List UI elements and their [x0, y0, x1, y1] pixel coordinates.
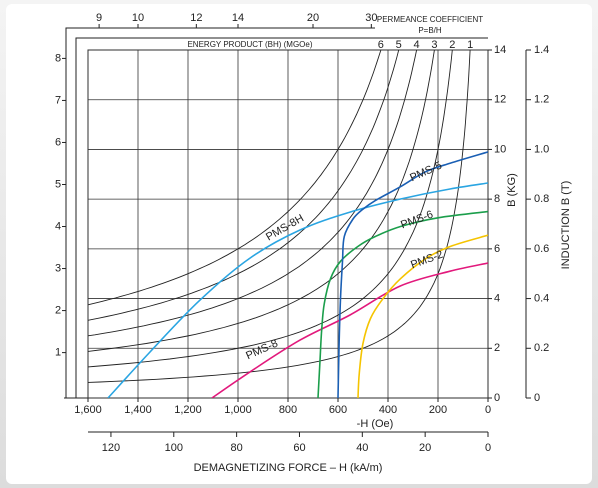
permeance-frame [65, 27, 375, 398]
y-tick-label: 2 [494, 342, 500, 354]
y2-axis-title: INDUCTION B (T) [560, 181, 572, 270]
y-tick-label: 4 [494, 292, 500, 304]
x-tick-label: 400 [379, 404, 397, 416]
x2-tick-label: 120 [102, 442, 120, 454]
y2-tick-label: 1.0 [534, 143, 549, 155]
series-line [107, 182, 488, 398]
left-tick-label: 2 [55, 304, 61, 316]
energy-product-label: 1 [467, 39, 473, 51]
x2-tick-label: 80 [231, 442, 243, 454]
left-tick-label: 8 [55, 52, 61, 64]
y-tick-label: 0 [494, 392, 500, 404]
permeance-label: 20 [307, 12, 319, 24]
y-tick-label: 12 [494, 94, 506, 106]
x2-tick-label: 60 [293, 442, 305, 454]
left-tick-label: 1 [55, 347, 61, 359]
energy-frame [75, 37, 488, 398]
left-tick-label: 6 [55, 136, 61, 148]
x-tick-label: 1,400 [124, 404, 152, 416]
energy-product-curve [88, 50, 435, 352]
energy-product-label: 3 [431, 39, 437, 51]
permeance-label: 12 [190, 12, 202, 24]
permeance-label: 10 [132, 12, 144, 24]
permeance-label: 14 [232, 12, 244, 24]
y-tick-label: 6 [494, 243, 500, 255]
permeance-label: 30 [365, 12, 377, 24]
left-tick-label: 7 [55, 94, 61, 106]
energy-product-curve [88, 50, 400, 321]
plot-area [88, 50, 488, 398]
y2-tick-label: 0.6 [534, 243, 549, 255]
x2-tick-label: 40 [356, 442, 368, 454]
energy-product-curve [88, 50, 382, 306]
permeance-title: PERMEANCE COEFFICIENT [377, 15, 483, 24]
x-tick-label: 800 [279, 404, 297, 416]
energy-product-label: 6 [378, 39, 384, 51]
x2-tick-label: 0 [485, 442, 491, 454]
x-tick-label: 1,200 [174, 404, 202, 416]
x-tick-label: 200 [429, 404, 447, 416]
series-line [357, 234, 488, 398]
energy-product-label: 2 [449, 39, 455, 51]
left-tick-label: 5 [55, 178, 61, 190]
x-axis-title: -H (Oe) [357, 418, 394, 430]
panel [6, 4, 592, 484]
series-line [337, 151, 488, 398]
y2-tick-label: 0.2 [534, 342, 549, 354]
energy-product-curve [88, 50, 471, 383]
series-line [211, 262, 488, 398]
x-tick-label: 0 [485, 404, 491, 416]
x2-axis-title: DEMAGNETIZING FORCE – H (kA/m) [194, 462, 383, 474]
permeance-subtitle: P=B/H [418, 26, 442, 35]
x-tick-label: 600 [329, 404, 347, 416]
y-tick-label: 8 [494, 193, 500, 205]
series-line [317, 210, 488, 398]
x-tick-label: 1,600 [74, 404, 102, 416]
energy-product-curve [88, 50, 418, 337]
y2-tick-label: 1.4 [534, 44, 549, 56]
y2-tick-label: 0 [534, 392, 540, 404]
y2-tick-label: 1.2 [534, 94, 549, 106]
left-tick-label: 3 [55, 262, 61, 274]
x-tick-label: 1,000 [224, 404, 252, 416]
y-tick-label: 14 [494, 44, 506, 56]
energy-product-label: 4 [414, 39, 420, 51]
x2-tick-label: 20 [419, 442, 431, 454]
y2-tick-label: 0.4 [534, 292, 549, 304]
y2-tick-label: 0.8 [534, 193, 549, 205]
y-tick-label: 10 [494, 143, 506, 155]
energy-product-curve [88, 50, 453, 368]
energy-product-title: ENERGY PRODUCT (BH) (MGOe) [187, 40, 312, 49]
energy-product-label: 5 [396, 39, 402, 51]
x2-tick-label: 100 [165, 442, 183, 454]
left-tick-label: 4 [55, 220, 61, 232]
y-axis-title: B (KG) [506, 173, 518, 207]
permeance-label: 9 [96, 12, 102, 24]
